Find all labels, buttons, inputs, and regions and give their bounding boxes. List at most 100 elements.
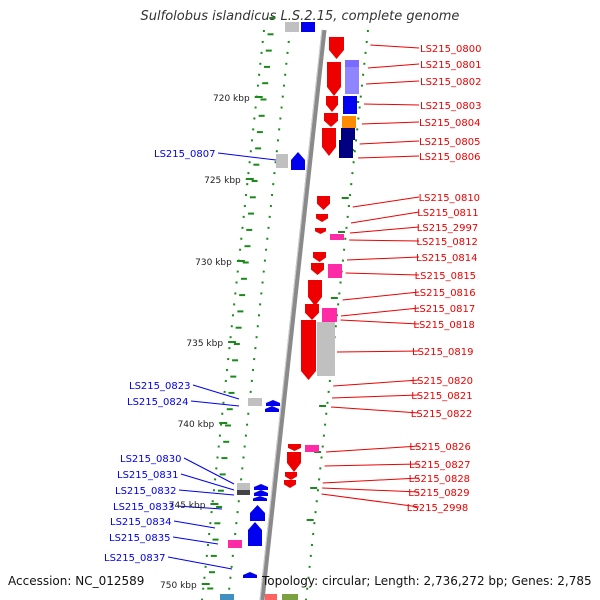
- forward-gene-arrow: [327, 62, 341, 96]
- gene-label: LS215_0810: [419, 193, 480, 204]
- label-leader: [178, 489, 235, 496]
- forward-gene-arrow: [287, 452, 301, 472]
- feature-ring-0: [201, 29, 265, 600]
- label-leader: [367, 63, 420, 69]
- gene-box: [285, 22, 299, 32]
- forward-gene-arrow: [311, 263, 324, 275]
- gene-box: [248, 398, 262, 406]
- gene-box: [317, 322, 335, 376]
- gene-label: LS215_0814: [416, 253, 477, 264]
- gene-label: LS215_0827: [409, 460, 470, 471]
- forward-gene-arrow: [313, 252, 326, 262]
- gene-label: LS215_0834: [110, 517, 171, 528]
- gene-box: [237, 490, 250, 495]
- gene-label: LS215_0835: [109, 533, 170, 544]
- gene-label: LS215_0837: [104, 553, 165, 564]
- feature-ring-1: [227, 29, 291, 600]
- forward-gene-arrow: [284, 480, 296, 488]
- forward-gene-arrow: [322, 128, 336, 156]
- forward-gene-arrow: [315, 228, 326, 234]
- gene-box: [237, 483, 250, 490]
- label-leader: [180, 473, 235, 491]
- scale-label: 725 kbp: [204, 176, 241, 186]
- gene-label: LS215_0812: [416, 237, 477, 248]
- label-leader: [172, 536, 219, 545]
- label-leader: [349, 226, 420, 234]
- label-leader: [217, 152, 277, 161]
- forward-gene-arrow: [305, 304, 319, 320]
- label-leader: [366, 80, 420, 85]
- reverse-gene-arrow: [254, 484, 268, 490]
- label-leader: [322, 477, 420, 484]
- topology-text: Topology: circular; Length: 2,736,272 bp…: [262, 574, 592, 588]
- label-leader: [370, 44, 420, 49]
- label-leader: [349, 239, 420, 242]
- label-leader: [192, 384, 240, 400]
- scale-label: 730 kbp: [195, 258, 232, 268]
- label-leader: [363, 103, 420, 106]
- label-leader: [190, 400, 240, 407]
- right-gene-labels: LS215_0800 LS215_0801 LS215_0802 LS215_0803…: [407, 44, 482, 514]
- forward-gene-arrow: [285, 472, 297, 480]
- gene-box: [301, 22, 315, 32]
- gene-label: LS215_0817: [414, 304, 475, 315]
- reverse-gene-arrow: [265, 406, 279, 412]
- forward-gene-arrow: [288, 444, 301, 451]
- feature-rings: [201, 29, 369, 600]
- gene-box: [322, 308, 337, 322]
- gene-label: LS215_0820: [412, 376, 473, 387]
- gene-label: LS215_2997: [417, 223, 478, 234]
- gene-box: [343, 96, 357, 114]
- reverse-gene-arrow: [250, 505, 265, 521]
- gene-box: [345, 60, 359, 67]
- label-leader: [336, 350, 420, 353]
- gene-label: LS215_0806: [419, 152, 480, 163]
- label-leader: [322, 487, 420, 493]
- gene-label: LS215_0828: [409, 474, 470, 485]
- gene-box: [282, 594, 298, 600]
- reverse-gene-arrow: [248, 522, 262, 546]
- gene-box: [220, 594, 234, 600]
- gene-label: LS215_0831: [117, 470, 178, 481]
- label-leader: [324, 463, 420, 467]
- label-leader: [183, 457, 235, 485]
- label-leader: [352, 196, 420, 208]
- gene-label: LS215_0824: [127, 397, 188, 408]
- gene-label: LS215_0819: [412, 347, 473, 358]
- scale-label: 720 kbp: [213, 94, 250, 104]
- label-leader: [326, 445, 420, 453]
- label-leader: [331, 394, 420, 399]
- label-leader: [333, 379, 420, 387]
- genome-backbone-highlight: [259, 29, 323, 600]
- gene-box: [305, 445, 319, 452]
- label-leader: [167, 556, 233, 570]
- reverse-gene-arrow: [291, 152, 305, 170]
- gene-box: [339, 140, 353, 158]
- label-leader: [346, 256, 420, 261]
- forward-gene-arrow: [301, 320, 316, 380]
- label-leader-lines: [167, 44, 420, 570]
- gene-label: LS215_0807: [154, 149, 215, 160]
- gene-features: [220, 22, 359, 600]
- gene-label: LS215_0822: [411, 409, 472, 420]
- gene-label: LS215_0811: [417, 208, 478, 219]
- forward-gene-arrow: [324, 113, 338, 127]
- reverse-gene-arrow: [243, 572, 257, 578]
- label-leader: [176, 505, 223, 510]
- label-leader: [340, 319, 420, 325]
- label-leader: [359, 140, 420, 145]
- left-gene-labels: LS215_0807 LS215_0823 LS215_0824 LS215_0830…: [104, 149, 215, 564]
- scale-label: 745 kbp: [169, 501, 206, 511]
- gene-box: [341, 128, 355, 140]
- label-leader: [345, 272, 420, 276]
- forward-gene-arrow: [326, 96, 338, 112]
- label-leader: [173, 520, 216, 529]
- gene-box: [265, 594, 277, 600]
- gene-label: LS215_0815: [415, 271, 476, 282]
- scale-label: 740 kbp: [178, 420, 215, 430]
- label-leader: [361, 121, 420, 125]
- gene-label: LS215_0826: [409, 442, 470, 453]
- forward-gene-arrow: [316, 214, 328, 222]
- gene-label: LS215_0802: [420, 77, 481, 88]
- reverse-gene-arrow: [253, 496, 267, 501]
